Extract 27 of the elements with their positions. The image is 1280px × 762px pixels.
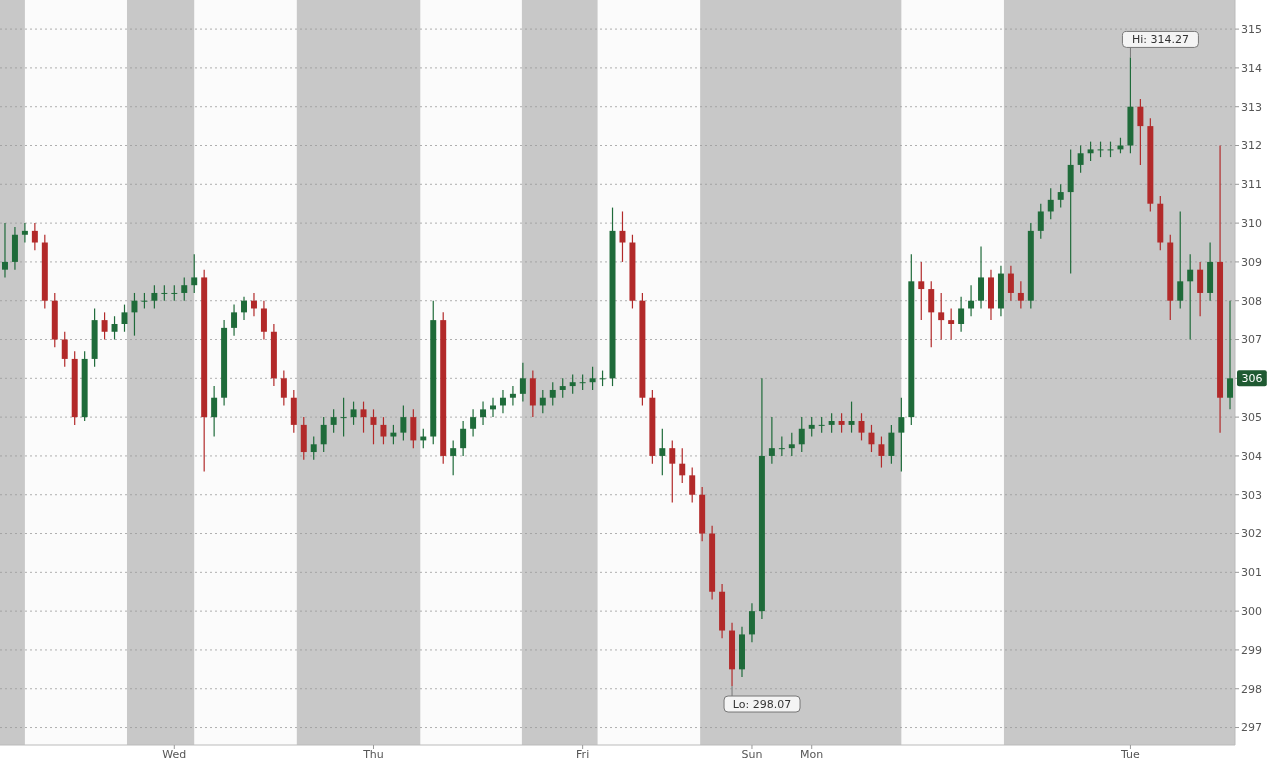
x-tick-label: Tue <box>1120 748 1141 761</box>
y-tick-label: 303 <box>1241 488 1262 502</box>
y-tick-label: 305 <box>1241 410 1262 424</box>
x-tick-label: Wed <box>162 748 187 761</box>
y-tick-label: 311 <box>1241 178 1262 192</box>
y-tick-label: 315 <box>1241 22 1262 36</box>
y-tick-label: 313 <box>1241 100 1262 114</box>
x-tick-label: Mon <box>800 748 824 761</box>
y-tick-label: 314 <box>1241 61 1262 75</box>
x-tick-label: Sun <box>741 748 763 761</box>
x-tick-label: Fri <box>576 748 590 761</box>
y-tick-label: 306 <box>1241 372 1263 386</box>
y-tick-label: 312 <box>1241 139 1262 153</box>
y-tick-label: 308 <box>1241 294 1262 308</box>
y-tick-label: 307 <box>1241 333 1262 347</box>
y-tick-label: 309 <box>1241 255 1262 269</box>
annotation: Lo: 298.07 <box>732 697 792 711</box>
y-tick-label: 299 <box>1241 643 1262 657</box>
y-tick-label: 302 <box>1241 527 1262 541</box>
y-tick-label: 298 <box>1241 682 1262 696</box>
x-tick-label: Thu <box>362 748 384 761</box>
y-tick-label: 304 <box>1241 449 1262 463</box>
annotation: Hi: 314.27 <box>1131 33 1189 47</box>
y-tick-label: 310 <box>1241 216 1262 230</box>
y-tick-label: 300 <box>1241 604 1262 618</box>
y-tick-label: 301 <box>1241 566 1262 580</box>
y-tick-label: 297 <box>1241 721 1262 735</box>
